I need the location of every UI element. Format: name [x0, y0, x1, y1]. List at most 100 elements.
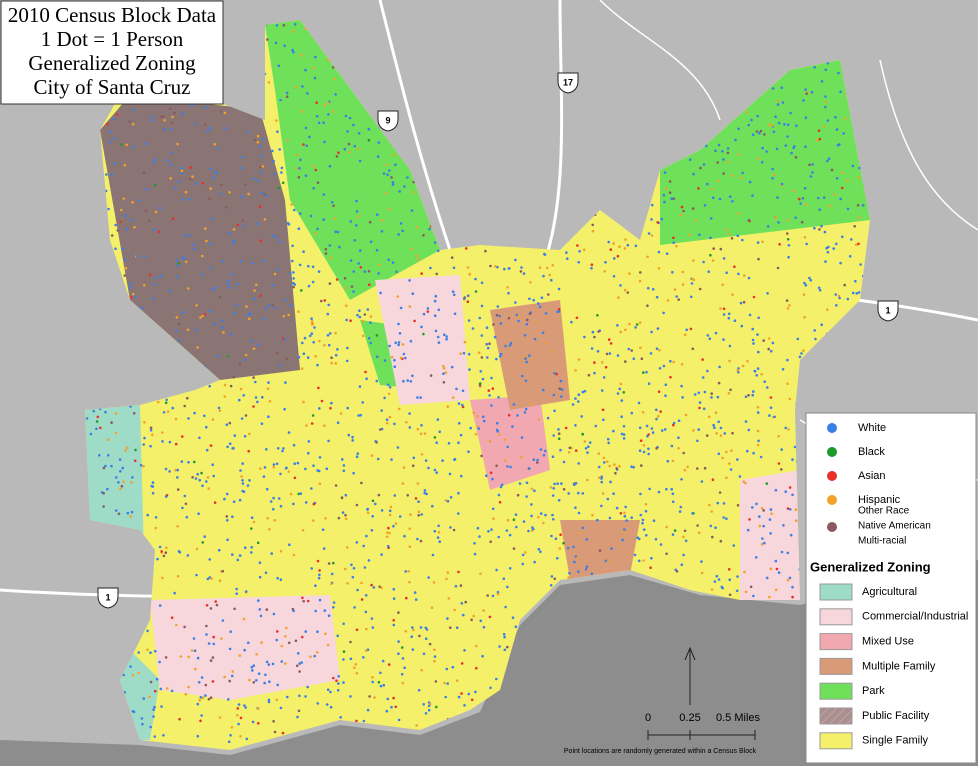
population-dot: [605, 352, 609, 356]
population-dot: [329, 705, 333, 709]
population-dot: [380, 230, 384, 233]
population-dot: [209, 659, 213, 662]
population-dot: [280, 644, 284, 648]
population-dot: [210, 577, 213, 580]
population-dot: [355, 671, 359, 675]
population-dot: [392, 587, 396, 591]
population-dot: [644, 503, 648, 506]
title-line: 2010 Census Block Data: [8, 3, 217, 27]
population-dot: [291, 48, 294, 52]
population-dot: [267, 698, 271, 702]
population-dot: [478, 316, 482, 320]
population-dot: [175, 329, 178, 333]
population-dot: [853, 225, 856, 228]
population-dot: [85, 417, 89, 420]
population-dot: [517, 314, 521, 318]
population-dot: [176, 488, 180, 491]
population-dot: [153, 705, 156, 709]
population-dot: [377, 141, 381, 144]
population-dot: [577, 570, 580, 573]
population-dot: [330, 572, 334, 576]
population-dot: [846, 297, 850, 301]
population-dot: [760, 373, 763, 376]
population-dot: [349, 657, 353, 661]
population-dot: [352, 123, 355, 127]
population-dot: [681, 396, 684, 399]
population-dot: [476, 526, 480, 530]
population-dot: [804, 116, 808, 119]
population-dot: [244, 353, 248, 357]
population-dot: [397, 341, 401, 344]
population-dot: [606, 559, 610, 562]
population-dot: [165, 398, 168, 402]
legend-label: Multi-racial: [858, 536, 906, 547]
population-dot: [405, 596, 408, 600]
population-dot: [384, 192, 388, 195]
population-dot: [567, 451, 571, 454]
population-dot: [495, 313, 499, 317]
population-dot: [719, 247, 723, 251]
population-dot: [268, 680, 271, 683]
population-dot: [201, 696, 205, 699]
population-dot: [529, 281, 532, 284]
population-dot: [404, 356, 407, 360]
population-dot: [335, 155, 339, 158]
population-dot: [259, 165, 263, 169]
population-dot: [490, 528, 493, 531]
population-dot: [285, 95, 289, 98]
population-dot: [146, 513, 149, 517]
population-dot: [314, 584, 317, 587]
population-dot: [215, 603, 219, 607]
population-dot: [164, 656, 168, 659]
population-dot: [169, 177, 172, 180]
population-dot: [225, 492, 229, 496]
population-dot: [364, 370, 367, 374]
population-dot: [375, 379, 379, 383]
population-dot: [443, 681, 446, 685]
population-dot: [622, 437, 626, 440]
population-dot: [550, 278, 553, 282]
population-dot: [355, 199, 358, 203]
population-dot: [811, 171, 814, 174]
population-dot: [524, 407, 528, 411]
population-dot: [462, 297, 466, 301]
population-dot: [437, 249, 440, 253]
population-dot: [663, 171, 667, 174]
population-dot: [538, 305, 542, 309]
population-dot: [149, 426, 153, 430]
population-dot: [722, 172, 725, 175]
population-dot: [369, 240, 373, 244]
population-dot: [328, 282, 332, 285]
population-dot: [762, 509, 765, 512]
population-dot: [209, 607, 213, 610]
population-dot: [790, 151, 793, 155]
population-dot: [334, 362, 338, 365]
population-dot: [205, 604, 209, 607]
population-dot: [335, 679, 338, 682]
population-dot: [830, 168, 834, 172]
population-dot: [846, 207, 850, 211]
population-dot: [168, 289, 171, 293]
population-dot: [261, 137, 265, 141]
population-dot: [428, 227, 431, 231]
population-dot: [209, 242, 213, 246]
population-dot: [498, 645, 501, 648]
population-dot: [521, 374, 524, 378]
population-dot: [578, 250, 581, 253]
population-dot: [551, 494, 555, 497]
population-dot: [619, 284, 622, 287]
population-dot: [550, 575, 554, 578]
population-dot: [436, 418, 440, 421]
population-dot: [817, 129, 821, 132]
population-dot: [283, 338, 286, 341]
population-dot: [712, 423, 715, 427]
population-dot: [630, 516, 633, 519]
population-dot: [218, 295, 222, 299]
population-dot: [271, 234, 275, 237]
population-dot: [774, 559, 778, 563]
population-dot: [314, 232, 318, 235]
population-dot: [244, 414, 248, 417]
population-dot: [229, 734, 232, 737]
population-dot: [246, 484, 250, 487]
population-dot: [609, 248, 613, 251]
